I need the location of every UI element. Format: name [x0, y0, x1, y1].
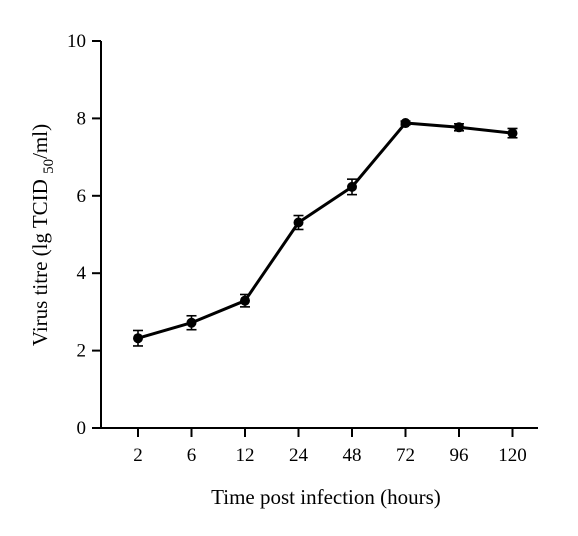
x-tick-label: 12	[236, 445, 255, 466]
x-tick-label: 6	[187, 445, 197, 466]
y-tick-label: 10	[67, 31, 86, 52]
x-tick-label: 2	[133, 445, 143, 466]
x-tick-label: 48	[343, 445, 362, 466]
data-point	[347, 181, 357, 192]
x-ticks: 2 6 12 24 48 72 96 120	[133, 428, 527, 466]
y-tick-label: 2	[77, 341, 87, 362]
x-tick-label: 96	[450, 445, 469, 466]
data-point	[400, 118, 411, 129]
data-point	[454, 122, 464, 133]
data-point	[133, 333, 143, 344]
y-tick-label: 4	[77, 263, 87, 284]
x-tick-label: 72	[396, 445, 415, 466]
y-tick-label: 0	[77, 418, 87, 439]
series-line	[137, 121, 513, 340]
data-point	[186, 317, 197, 328]
x-tick-label: 120	[498, 445, 527, 466]
y-tick-label: 6	[77, 186, 87, 207]
data-point	[293, 217, 304, 228]
x-tick-label: 24	[289, 445, 309, 466]
data-point	[507, 128, 518, 139]
x-axis-title: Time post infection (hours)	[211, 485, 441, 509]
y-ticks: 0 2 4 6 8 10	[67, 31, 101, 439]
y-axis-title-prefix: Virus titre (lg TCID	[28, 174, 52, 346]
axes	[100, 41, 538, 429]
y-axis-title: Virus titre (lg TCID 50/ml)	[28, 124, 57, 346]
y-axis-title-suffix: /ml)	[28, 124, 52, 159]
series-layer	[133, 118, 518, 347]
y-tick-label: 8	[77, 108, 87, 129]
y-axis-title-subscript: 50	[41, 159, 57, 174]
data-point	[240, 295, 250, 306]
